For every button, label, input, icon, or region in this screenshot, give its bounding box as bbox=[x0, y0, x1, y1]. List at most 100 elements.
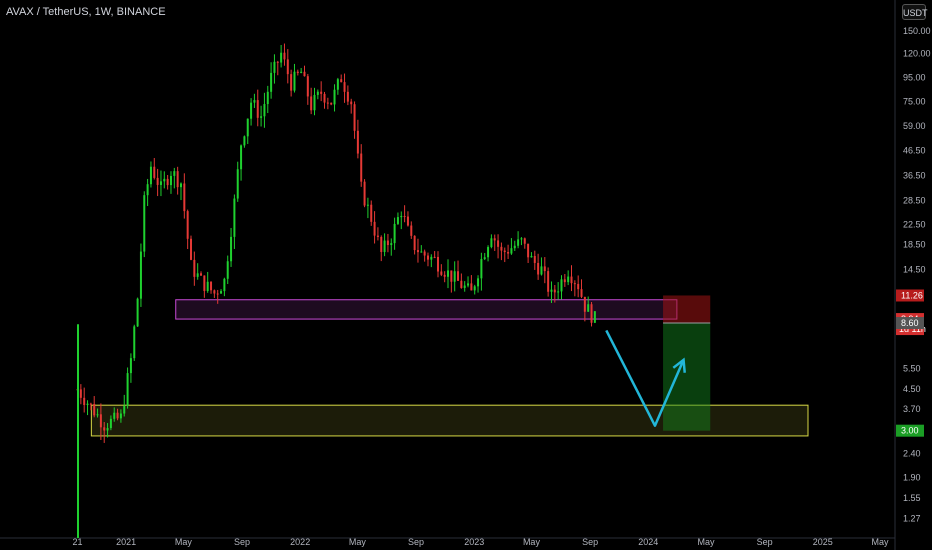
candle-body bbox=[243, 136, 246, 146]
candle-body bbox=[500, 246, 503, 251]
candle-body bbox=[260, 116, 263, 118]
candle-body bbox=[577, 283, 580, 290]
candle-body bbox=[477, 278, 480, 287]
candle-body bbox=[373, 221, 376, 236]
candle-body bbox=[320, 91, 323, 94]
candle-body bbox=[313, 94, 316, 111]
y-tick-label: 18.50 bbox=[903, 240, 926, 250]
currency-button[interactable]: USDT bbox=[902, 4, 928, 20]
candle-body bbox=[203, 275, 206, 292]
candle-body bbox=[256, 100, 259, 118]
candle-body bbox=[583, 296, 586, 312]
candle-body bbox=[480, 259, 483, 279]
candle-body bbox=[467, 283, 470, 286]
candle-body bbox=[173, 171, 176, 176]
candle-body bbox=[570, 276, 573, 284]
candle-body bbox=[386, 240, 389, 246]
y-tick-label: 4.50 bbox=[903, 384, 921, 394]
candle-body bbox=[406, 216, 409, 226]
price-badge-label: 3.00 bbox=[901, 426, 919, 436]
candles bbox=[76, 43, 596, 443]
x-tick-label: Sep bbox=[582, 537, 598, 547]
y-tick-label: 5.50 bbox=[903, 364, 921, 374]
candle-body bbox=[470, 283, 473, 291]
countdown-label: 1d 11h bbox=[899, 324, 926, 334]
candle-body bbox=[89, 403, 92, 405]
candle-body bbox=[360, 153, 363, 182]
x-tick-label: Sep bbox=[757, 537, 773, 547]
candle-body bbox=[176, 171, 179, 188]
candle-body bbox=[336, 79, 339, 90]
y-tick-label: 1.55 bbox=[903, 493, 921, 503]
candle-body bbox=[169, 175, 172, 186]
candle-body bbox=[507, 252, 510, 254]
y-tick-label: 2.40 bbox=[903, 448, 921, 458]
candle-body bbox=[550, 289, 553, 292]
candle-body bbox=[573, 283, 576, 285]
candle-body bbox=[246, 118, 249, 137]
candle-body bbox=[557, 291, 560, 293]
candle-body bbox=[460, 280, 463, 288]
y-tick-label: 46.50 bbox=[903, 146, 926, 156]
candle-body bbox=[146, 184, 149, 196]
candle-body bbox=[380, 236, 383, 252]
candle-body bbox=[316, 91, 319, 95]
candle-body bbox=[457, 271, 460, 281]
x-tick-label: May bbox=[349, 537, 367, 547]
candle-body bbox=[283, 52, 286, 60]
x-tick-label: 2022 bbox=[290, 537, 310, 547]
candle-body bbox=[403, 215, 406, 217]
candle-body bbox=[126, 373, 129, 406]
candle-body bbox=[156, 177, 159, 185]
candle-body bbox=[443, 274, 446, 277]
y-tick-label: 3.70 bbox=[903, 404, 921, 414]
candle-body bbox=[116, 412, 119, 419]
candle-body bbox=[587, 304, 590, 312]
candle-body bbox=[159, 181, 162, 185]
support-zone bbox=[90, 404, 809, 437]
candle-body bbox=[286, 59, 289, 75]
candle-body bbox=[413, 235, 416, 251]
candle-body bbox=[383, 240, 386, 252]
candle-body bbox=[333, 89, 336, 105]
candle-body bbox=[400, 215, 403, 218]
y-tick-label: 120.00 bbox=[903, 49, 931, 59]
candle-body bbox=[270, 72, 273, 92]
y-tick-label: 150.00 bbox=[903, 26, 931, 36]
candle-body bbox=[450, 270, 453, 282]
candle-body bbox=[163, 178, 166, 182]
candle-body bbox=[433, 256, 436, 258]
y-tick-label: 59.00 bbox=[903, 121, 926, 131]
candle-body bbox=[346, 91, 349, 102]
candle-body bbox=[390, 243, 393, 246]
candle-body bbox=[420, 251, 423, 253]
candle-body bbox=[106, 428, 109, 431]
candle-body bbox=[310, 96, 313, 111]
candle-body bbox=[410, 225, 413, 236]
x-tick-label: May bbox=[523, 537, 541, 547]
candle-body bbox=[416, 250, 419, 253]
candle-body bbox=[343, 82, 346, 92]
candle-body bbox=[393, 223, 396, 244]
candle-body bbox=[567, 276, 570, 283]
y-tick-label: 36.50 bbox=[903, 170, 926, 180]
candle-body bbox=[190, 238, 193, 260]
candle-body bbox=[86, 403, 89, 406]
candle-body bbox=[527, 243, 530, 258]
projection-arrow bbox=[605, 329, 685, 427]
candle-body bbox=[293, 71, 296, 91]
price-badge bbox=[896, 317, 924, 330]
candle-body bbox=[213, 290, 216, 294]
candle-body bbox=[356, 130, 359, 154]
candle-body bbox=[590, 304, 593, 323]
candle-body bbox=[510, 248, 513, 254]
candle-body bbox=[253, 100, 256, 103]
candle-body bbox=[303, 71, 306, 77]
candle-body bbox=[473, 286, 476, 291]
candle-body bbox=[113, 412, 116, 419]
chart-title: AVAX / TetherUS, 1W, BINANCE bbox=[6, 6, 166, 18]
take-profit-area bbox=[663, 323, 711, 431]
candle-body bbox=[513, 245, 516, 249]
x-tick-label: Sep bbox=[408, 537, 424, 547]
